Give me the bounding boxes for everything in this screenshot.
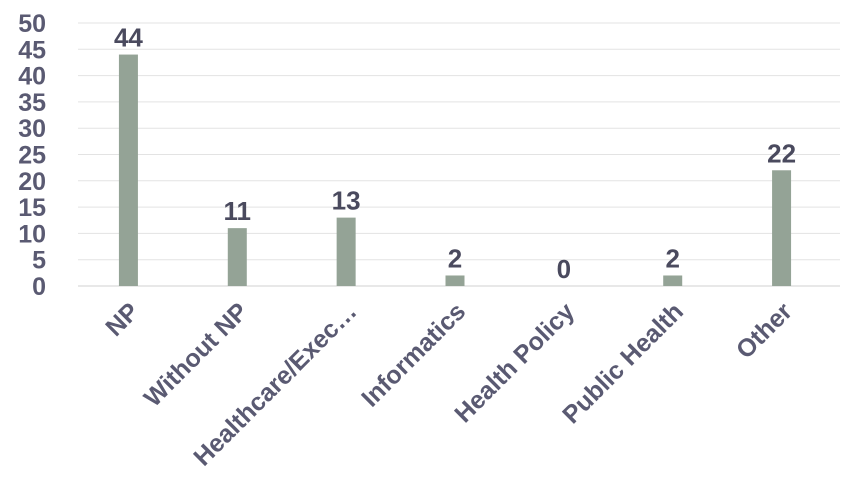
y-tick-label: 45 bbox=[18, 36, 46, 64]
bar-5 bbox=[663, 275, 683, 286]
bars bbox=[118, 54, 792, 287]
y-tick-label: 25 bbox=[18, 142, 46, 170]
data-label: 2 bbox=[448, 243, 462, 273]
data-label: 44 bbox=[114, 23, 143, 53]
data-label: 2 bbox=[665, 243, 679, 273]
y-tick-label: 10 bbox=[18, 220, 46, 248]
data-label: 22 bbox=[767, 138, 796, 168]
bar-1 bbox=[227, 228, 247, 286]
x-tick-label: NP bbox=[100, 297, 144, 341]
bar-6 bbox=[772, 170, 792, 286]
y-tick-label: 0 bbox=[32, 273, 46, 301]
x-tick-label: Without NP bbox=[139, 297, 254, 412]
bar-2 bbox=[336, 217, 356, 286]
y-tick-label: 50 bbox=[18, 10, 46, 38]
data-label: 13 bbox=[332, 186, 361, 216]
x-tick-label: Informatics bbox=[356, 297, 471, 412]
gridlines bbox=[78, 22, 840, 287]
bar-0 bbox=[118, 54, 138, 287]
bar-3 bbox=[445, 275, 465, 286]
y-tick-label: 5 bbox=[32, 247, 46, 275]
data-label: 11 bbox=[224, 196, 252, 226]
x-tick-label: Other bbox=[731, 297, 798, 364]
y-tick-label: 15 bbox=[18, 194, 46, 222]
y-tick-label: 30 bbox=[18, 115, 46, 143]
y-tick-label: 40 bbox=[18, 63, 46, 91]
y-tick-label: 35 bbox=[18, 89, 46, 117]
data-label: 0 bbox=[557, 254, 571, 284]
y-tick-label: 20 bbox=[18, 168, 46, 196]
